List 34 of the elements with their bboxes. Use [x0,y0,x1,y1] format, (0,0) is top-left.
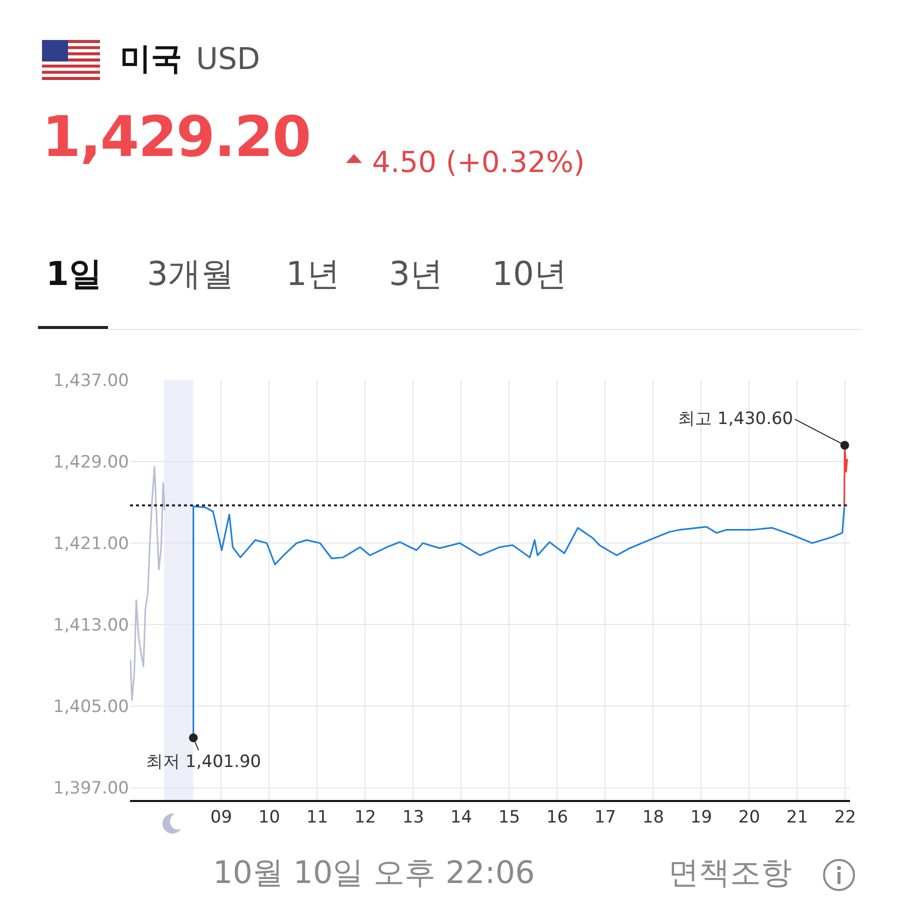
x-tick-label: 11 [306,807,328,828]
text: 1일 [46,253,102,295]
text: 4.50 (+0.32%) [372,145,585,179]
text: 10년 [492,253,567,295]
x-tick-label: 09 [210,807,232,828]
y-tick-label: 1,413.00 [53,616,129,636]
text: 3년 [389,253,443,295]
chart-title: 미국 [120,40,182,79]
x-tick-label: 10 [258,807,280,828]
text: 10월 10일 오후 22:06 [213,854,535,893]
text: 1,429.20 [42,105,310,170]
x-tick-label: 19 [690,807,712,828]
x-tick-label: 21 [786,807,808,828]
x-tick-label: 18 [642,807,664,828]
y-tick-label: 1,397.00 [53,778,129,799]
y-tick-label: 1,421.00 [53,534,129,554]
x-tick-label: 17 [594,807,616,828]
x-tick-label: 16 [546,807,568,828]
annotation: 최저 1,401.90 [146,752,262,772]
text: 1년 [286,253,340,295]
x-tick-label: 22 [834,807,856,828]
x-tick-label: 12 [354,807,376,828]
x-tick-label: 15 [498,807,520,828]
y-tick-label: 1,437.00 [53,370,129,391]
x-tick-label: 13 [402,807,424,828]
line-series [130,466,166,701]
chart-subtitle: USD [196,42,260,77]
text: 3개월 [147,253,234,295]
text: 면책조항 [668,854,792,893]
x-tick-label: 14 [450,807,472,828]
annotation: 최고 1,430.60 [678,409,794,429]
y-tick-label: 1,429.00 [53,452,129,472]
y-tick-label: 1,405.00 [53,697,129,718]
x-tick-label: 20 [738,807,760,828]
